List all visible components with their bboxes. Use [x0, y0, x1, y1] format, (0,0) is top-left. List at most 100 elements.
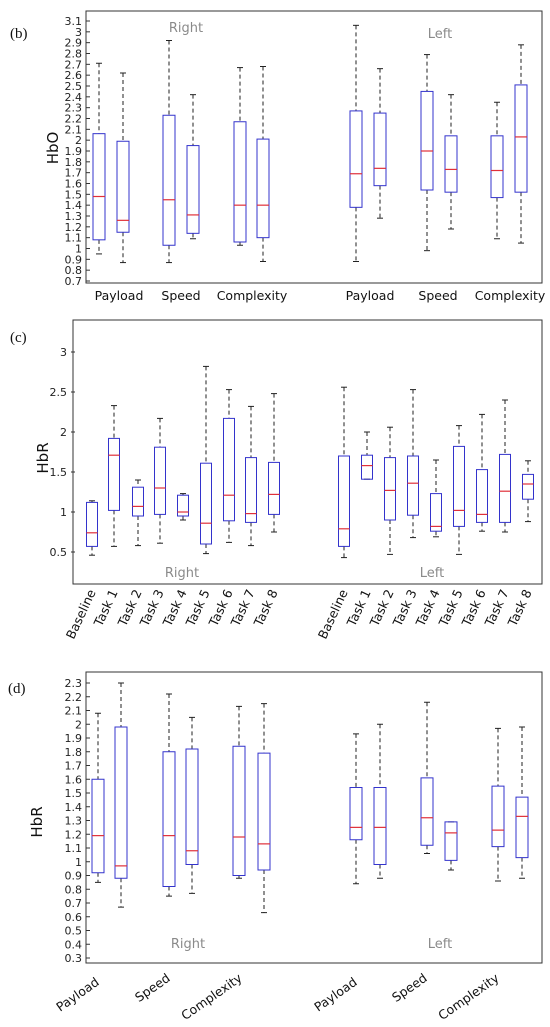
category-label: Complexity: [435, 970, 502, 1023]
y-tick-label: 0.3: [65, 952, 83, 965]
group-label-left-d: Left: [428, 937, 452, 952]
y-ticks-d: 2.32.22.121.91.81.71.61.51.41.31.21.110.…: [65, 677, 90, 965]
iqr-box: [407, 455, 419, 516]
box-8: [245, 405, 257, 547]
y-tick-label: 1.3: [65, 815, 83, 828]
box-5: [232, 705, 246, 879]
box-11: [361, 431, 373, 480]
category-label: Speed: [132, 970, 173, 1005]
y-tick-label: 1: [60, 506, 67, 519]
y-tick-label: 0.4: [65, 938, 83, 951]
iqr-box: [384, 457, 396, 521]
y-tick-label: 1.6: [65, 773, 83, 786]
box-2: [114, 682, 128, 908]
box-9: [420, 54, 434, 252]
y-tick-label: 2.5: [65, 80, 83, 93]
iqr-box: [233, 121, 247, 243]
y-tick-label: 3: [75, 26, 82, 39]
y-tick-label: 1.2: [65, 828, 83, 841]
iqr-box: [444, 135, 458, 193]
iqr-box: [349, 787, 363, 841]
y-tick-label: 2.2: [65, 691, 83, 704]
y-tick-label: 2.4: [65, 91, 83, 104]
box-16: [476, 413, 488, 532]
y-tick-label: 0.7: [65, 897, 83, 910]
y-tick-label: 0.5: [65, 925, 83, 938]
iqr-box: [92, 133, 106, 241]
iqr-box: [338, 455, 350, 547]
y-tick-label: 2.6: [65, 69, 83, 82]
box-12: [514, 44, 528, 244]
box-15: [453, 425, 465, 555]
box-10: [444, 821, 458, 871]
box-3: [132, 479, 144, 547]
y-tick-label: 3.1: [65, 15, 83, 28]
box-6: [256, 66, 270, 262]
iqr-box: [453, 445, 465, 527]
y-tick-label: 1.7: [65, 167, 83, 180]
cat-label-b-2: Speed: [161, 288, 200, 303]
box-1: [92, 62, 106, 255]
panel-label-b: (b): [10, 26, 28, 42]
y-tick-label: 0.8: [65, 883, 83, 896]
box-5: [177, 493, 189, 521]
y-tick-label: 1.6: [65, 178, 83, 191]
y-tick-label: 1.5: [65, 188, 83, 201]
iqr-box: [349, 110, 363, 208]
iqr-box: [515, 796, 529, 859]
y-tick-label: 2.1: [65, 705, 83, 718]
y-tick-label: 1.3: [65, 210, 83, 223]
iqr-box: [162, 114, 176, 246]
box-8: [373, 723, 387, 879]
y-tick-label: 2.7: [65, 58, 83, 71]
box-11: [490, 101, 504, 240]
box-7: [223, 389, 235, 543]
y-tick-label: 0.5: [50, 546, 68, 559]
panel-b: (b) HbO 3.132.92.82.72.62.52.42.32.22.12…: [10, 10, 546, 303]
box-10: [444, 94, 458, 230]
box-11: [491, 727, 505, 882]
iqr-box: [491, 785, 505, 848]
iqr-box: [499, 453, 511, 523]
iqr-box: [154, 446, 166, 515]
y-tick-label: 2.5: [50, 386, 68, 399]
iqr-box: [91, 778, 105, 874]
box-17: [499, 399, 511, 533]
plot-frame-c: [72, 319, 543, 585]
y-tick-label: 1.5: [65, 787, 83, 800]
iqr-box: [514, 84, 528, 193]
iqr-box: [361, 454, 373, 480]
box-12: [384, 426, 396, 555]
boxes-c: [86, 365, 534, 559]
y-ticks-b: 3.132.92.82.72.62.52.42.32.22.121.91.81.…: [65, 15, 90, 288]
plot-frame-b: [85, 10, 543, 284]
box-6: [257, 703, 271, 914]
iqr-box: [268, 461, 280, 515]
y-tick-label: 2.2: [65, 113, 83, 126]
box-2: [116, 72, 130, 264]
panel-label-d: (d): [8, 681, 26, 697]
panel-label-c: (c): [10, 330, 27, 346]
iqr-box: [420, 90, 434, 191]
box-4: [154, 417, 166, 544]
group-label-right-c: Right: [165, 566, 199, 581]
y-tick-label: 0.9: [65, 870, 83, 883]
cat-label-b-5: Speed: [418, 288, 457, 303]
iqr-box: [86, 501, 98, 547]
box-7: [349, 733, 363, 885]
y-tick-label: 1.9: [65, 732, 83, 745]
y-tick-label: 1.9: [65, 145, 83, 158]
iqr-box: [476, 469, 488, 523]
panel-c: (c) HbR 3 2.5 2 1.5 1 0.5 Right Left Baseline…: [10, 319, 543, 641]
iqr-box: [186, 145, 200, 234]
y-ticks-c: 3 2.5 2 1.5 1 0.5: [50, 346, 75, 559]
boxes-d: [91, 682, 529, 914]
box-14: [430, 459, 442, 538]
y-tick-label: 2.3: [65, 102, 83, 115]
y-tick-label: 1.8: [65, 746, 83, 759]
iqr-box: [522, 473, 534, 500]
iqr-box: [232, 745, 246, 876]
y-tick-label: 1.7: [65, 760, 83, 773]
iqr-box: [373, 787, 387, 865]
